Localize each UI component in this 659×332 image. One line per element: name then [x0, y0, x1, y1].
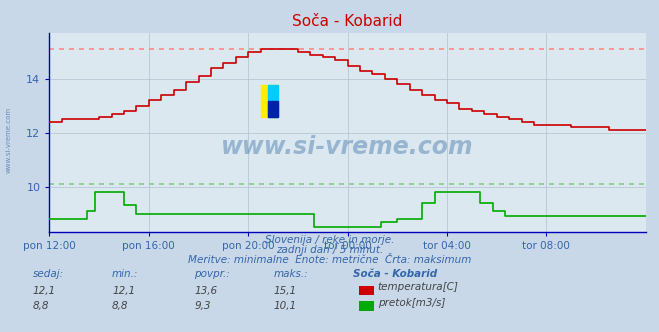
- Text: min.:: min.:: [112, 269, 138, 279]
- Text: pretok[m3/s]: pretok[m3/s]: [378, 298, 445, 308]
- Title: Soča - Kobarid: Soča - Kobarid: [293, 14, 403, 29]
- Text: 12,1: 12,1: [33, 286, 56, 296]
- Bar: [268, 85, 278, 117]
- Bar: [261, 85, 278, 117]
- Text: 13,6: 13,6: [194, 286, 217, 296]
- Text: Slovenija / reke in morje.: Slovenija / reke in morje.: [265, 235, 394, 245]
- Text: www.si-vreme.com: www.si-vreme.com: [221, 135, 474, 159]
- Text: temperatura[C]: temperatura[C]: [378, 283, 459, 292]
- Text: 10,1: 10,1: [273, 301, 297, 311]
- Text: 9,3: 9,3: [194, 301, 211, 311]
- Text: maks.:: maks.:: [273, 269, 308, 279]
- Text: 15,1: 15,1: [273, 286, 297, 296]
- Text: zadnji dan / 5 minut.: zadnji dan / 5 minut.: [276, 245, 383, 255]
- Text: 8,8: 8,8: [33, 301, 49, 311]
- Text: Soča - Kobarid: Soča - Kobarid: [353, 269, 437, 279]
- Text: www.si-vreme.com: www.si-vreme.com: [5, 106, 11, 173]
- Text: povpr.:: povpr.:: [194, 269, 230, 279]
- Text: 12,1: 12,1: [112, 286, 135, 296]
- Bar: [268, 101, 278, 117]
- Text: sedaj:: sedaj:: [33, 269, 64, 279]
- Text: 8,8: 8,8: [112, 301, 129, 311]
- Text: Meritve: minimalne  Enote: metrične  Črta: maksimum: Meritve: minimalne Enote: metrične Črta:…: [188, 255, 471, 265]
